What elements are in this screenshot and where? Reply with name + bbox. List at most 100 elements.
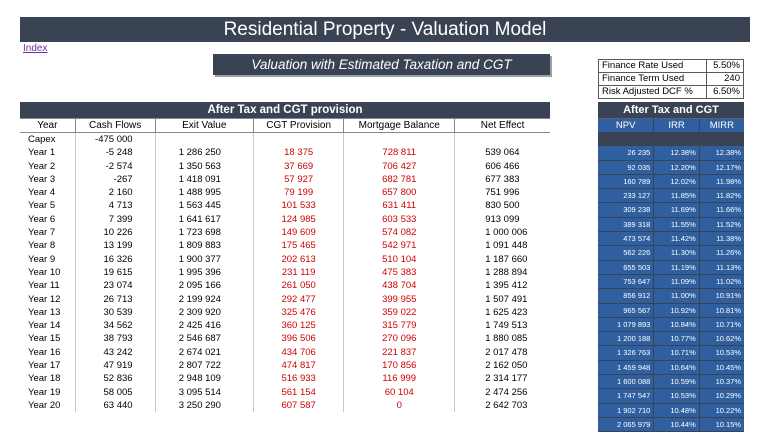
irr-cell: 12.02% bbox=[653, 174, 700, 190]
year-cell: Year 8 bbox=[28, 240, 56, 252]
net-effect-cell: 1 288 894 bbox=[454, 265, 550, 280]
cash-flow-cell: 63 440 bbox=[74, 398, 156, 413]
exit-value-cell: 2 095 166 bbox=[154, 279, 254, 293]
net-effect-cell: 2 017 478 bbox=[454, 345, 550, 360]
metric-row: 473 574 11.42% 11.38% bbox=[598, 231, 744, 247]
exit-value-cell: 1 488 995 bbox=[154, 186, 254, 200]
table-row: Year 18 52 836 2 948 109 516 933 116 999 2 31… bbox=[20, 372, 550, 386]
cash-flow-cell: 47 919 bbox=[74, 359, 156, 373]
exit-value-cell: 1 641 617 bbox=[154, 212, 254, 227]
cgt-provision-cell: 360 125 bbox=[252, 319, 344, 333]
npv-cell: 160 789 bbox=[598, 174, 654, 190]
cgt-provision-cell: 175 465 bbox=[252, 239, 344, 253]
exit-value-cell: 1 995 396 bbox=[154, 265, 254, 280]
net-effect-cell: 606 466 bbox=[454, 159, 550, 173]
table-row: Year 13 30 539 2 309 920 325 476 359 022 1 62… bbox=[20, 305, 550, 320]
net-effect-cell: 1 000 006 bbox=[454, 226, 550, 240]
cash-flow-cell: 58 005 bbox=[74, 385, 156, 399]
mortgage-balance-cell: 574 082 bbox=[343, 226, 455, 240]
mortgage-balance-cell: 0 bbox=[343, 398, 455, 413]
cash-flow-cell: 4 713 bbox=[74, 199, 156, 213]
year-cell: Year 1 bbox=[28, 147, 56, 159]
cgt-provision-cell: 124 985 bbox=[252, 212, 344, 227]
year-cell: Year 14 bbox=[28, 320, 61, 332]
index-link[interactable]: Index bbox=[23, 43, 48, 54]
cash-flow-cell: -5 248 bbox=[74, 146, 156, 160]
net-effect-cell: 2 474 256 bbox=[454, 385, 550, 399]
param-label: Finance Term Used bbox=[598, 72, 707, 86]
param-label: Risk Adjusted DCF % bbox=[598, 85, 707, 99]
npv-cell: 1 600 088 bbox=[598, 374, 654, 390]
cash-flow-cell: -475 000 bbox=[74, 132, 156, 147]
metric-row: 1 747 547 10.53% 10.29% bbox=[598, 388, 744, 404]
npv-cell: 856 912 bbox=[598, 288, 654, 304]
column-header: Year bbox=[20, 118, 76, 133]
net-effect-cell: 1 395 412 bbox=[454, 279, 550, 293]
irr-cell: 12.20% bbox=[653, 160, 700, 175]
param-row: Risk Adjusted DCF % 6.50% bbox=[598, 85, 745, 99]
table-row: Year 9 16 326 1 900 377 202 613 510 104 1 187… bbox=[20, 252, 550, 266]
table-row: Year 16 43 242 2 674 021 434 706 221 837 2 01… bbox=[20, 345, 550, 360]
valuation-table: After Tax and CGT provision Year Cash Flo… bbox=[20, 102, 550, 413]
npv-cell: 562 226 bbox=[598, 245, 654, 261]
net-effect-cell: 539 064 bbox=[454, 146, 550, 160]
cash-flow-cell: -267 bbox=[74, 172, 156, 187]
mirr-cell: 11.38% bbox=[698, 231, 744, 247]
metric-row: 753 647 11.09% 11.02% bbox=[598, 274, 744, 290]
npv-cell: 26 235 bbox=[598, 145, 654, 161]
table-row: Year 8 13 199 1 809 883 175 465 542 971 1 091… bbox=[20, 239, 550, 253]
mirr-cell: 12.38% bbox=[698, 145, 744, 161]
table-row: Year 7 10 226 1 723 698 149 609 574 082 1 000… bbox=[20, 226, 550, 240]
exit-value-cell: 2 546 687 bbox=[154, 332, 254, 346]
mirr-cell: 10.71% bbox=[698, 317, 744, 333]
exit-value-cell: 2 425 416 bbox=[154, 319, 254, 333]
mortgage-balance-cell: 475 383 bbox=[343, 265, 455, 280]
table-row: Year 6 7 399 1 641 617 124 985 603 533 913 09… bbox=[20, 212, 550, 227]
table-row: Year 12 26 713 2 199 924 292 477 399 955 1 50… bbox=[20, 292, 550, 306]
metric-row: 1 600 088 10.59% 10.37% bbox=[598, 374, 744, 390]
cash-flow-cell: 26 713 bbox=[74, 292, 156, 306]
metric-row: 309 238 11.69% 11.66% bbox=[598, 202, 744, 218]
metric-row: 233 127 11.85% 11.82% bbox=[598, 188, 744, 204]
cgt-provision-cell: 149 609 bbox=[252, 226, 344, 240]
param-value: 5.50% bbox=[705, 59, 745, 73]
irr-cell: 10.48% bbox=[653, 403, 700, 418]
table-row: Year 4 2 160 1 488 995 79 199 657 800 751 996 bbox=[20, 186, 550, 200]
finance-params-table: Finance Rate Used 5.50% Finance Term Used 2… bbox=[598, 59, 745, 99]
exit-value-cell: 2 807 722 bbox=[154, 359, 254, 373]
cash-flow-cell: 34 562 bbox=[74, 319, 156, 333]
mortgage-balance-cell: 315 779 bbox=[343, 319, 455, 333]
net-effect-cell: 913 099 bbox=[454, 212, 550, 227]
after-tax-metrics-table: NPV IRR MIRR 26 235 12.38% 12.38% 92 035 12.20… bbox=[598, 119, 744, 432]
table-row: Year 2 -2 574 1 350 563 37 669 706 427 606 46… bbox=[20, 159, 550, 173]
mirr-cell: 10.91% bbox=[698, 288, 744, 304]
irr-cell: 11.30% bbox=[653, 245, 700, 261]
mirr-cell: 11.52% bbox=[698, 217, 744, 233]
net-effect-cell: 1 091 448 bbox=[454, 239, 550, 253]
irr-cell: 10.71% bbox=[653, 345, 700, 361]
table-row: Year 15 38 793 2 546 687 396 506 270 096 1 88… bbox=[20, 332, 550, 346]
table-row: Year 11 23 074 2 095 166 261 050 438 704 1 39… bbox=[20, 279, 550, 293]
year-cell: Year 2 bbox=[28, 160, 56, 172]
mirr-cell: 10.15% bbox=[698, 417, 744, 432]
mortgage-balance-cell: 170 856 bbox=[343, 359, 455, 373]
year-cell: Year 16 bbox=[28, 346, 61, 358]
net-effect-cell: 1 749 513 bbox=[454, 319, 550, 333]
cgt-provision-cell: 261 050 bbox=[252, 279, 344, 293]
cgt-provision-cell: 18 375 bbox=[252, 146, 344, 160]
year-cell: Year 17 bbox=[28, 360, 61, 372]
mortgage-balance-cell: 270 096 bbox=[343, 332, 455, 346]
exit-value-cell: 1 900 377 bbox=[154, 252, 254, 266]
metric-column-header: MIRR bbox=[698, 119, 744, 132]
mortgage-balance-cell: 116 999 bbox=[343, 372, 455, 386]
metric-row: 1 079 893 10.84% 10.71% bbox=[598, 317, 744, 333]
net-effect-cell: 751 996 bbox=[454, 186, 550, 200]
metric-row: 856 912 11.00% 10.91% bbox=[598, 288, 744, 304]
npv-cell: 1 459 948 bbox=[598, 360, 654, 376]
npv-cell: 92 035 bbox=[598, 160, 654, 175]
irr-cell: 10.84% bbox=[653, 317, 700, 333]
year-cell: Year 7 bbox=[28, 227, 56, 239]
npv-cell: 473 574 bbox=[598, 231, 654, 247]
mortgage-balance-cell: 359 022 bbox=[343, 305, 455, 320]
mirr-cell: 10.53% bbox=[698, 345, 744, 361]
